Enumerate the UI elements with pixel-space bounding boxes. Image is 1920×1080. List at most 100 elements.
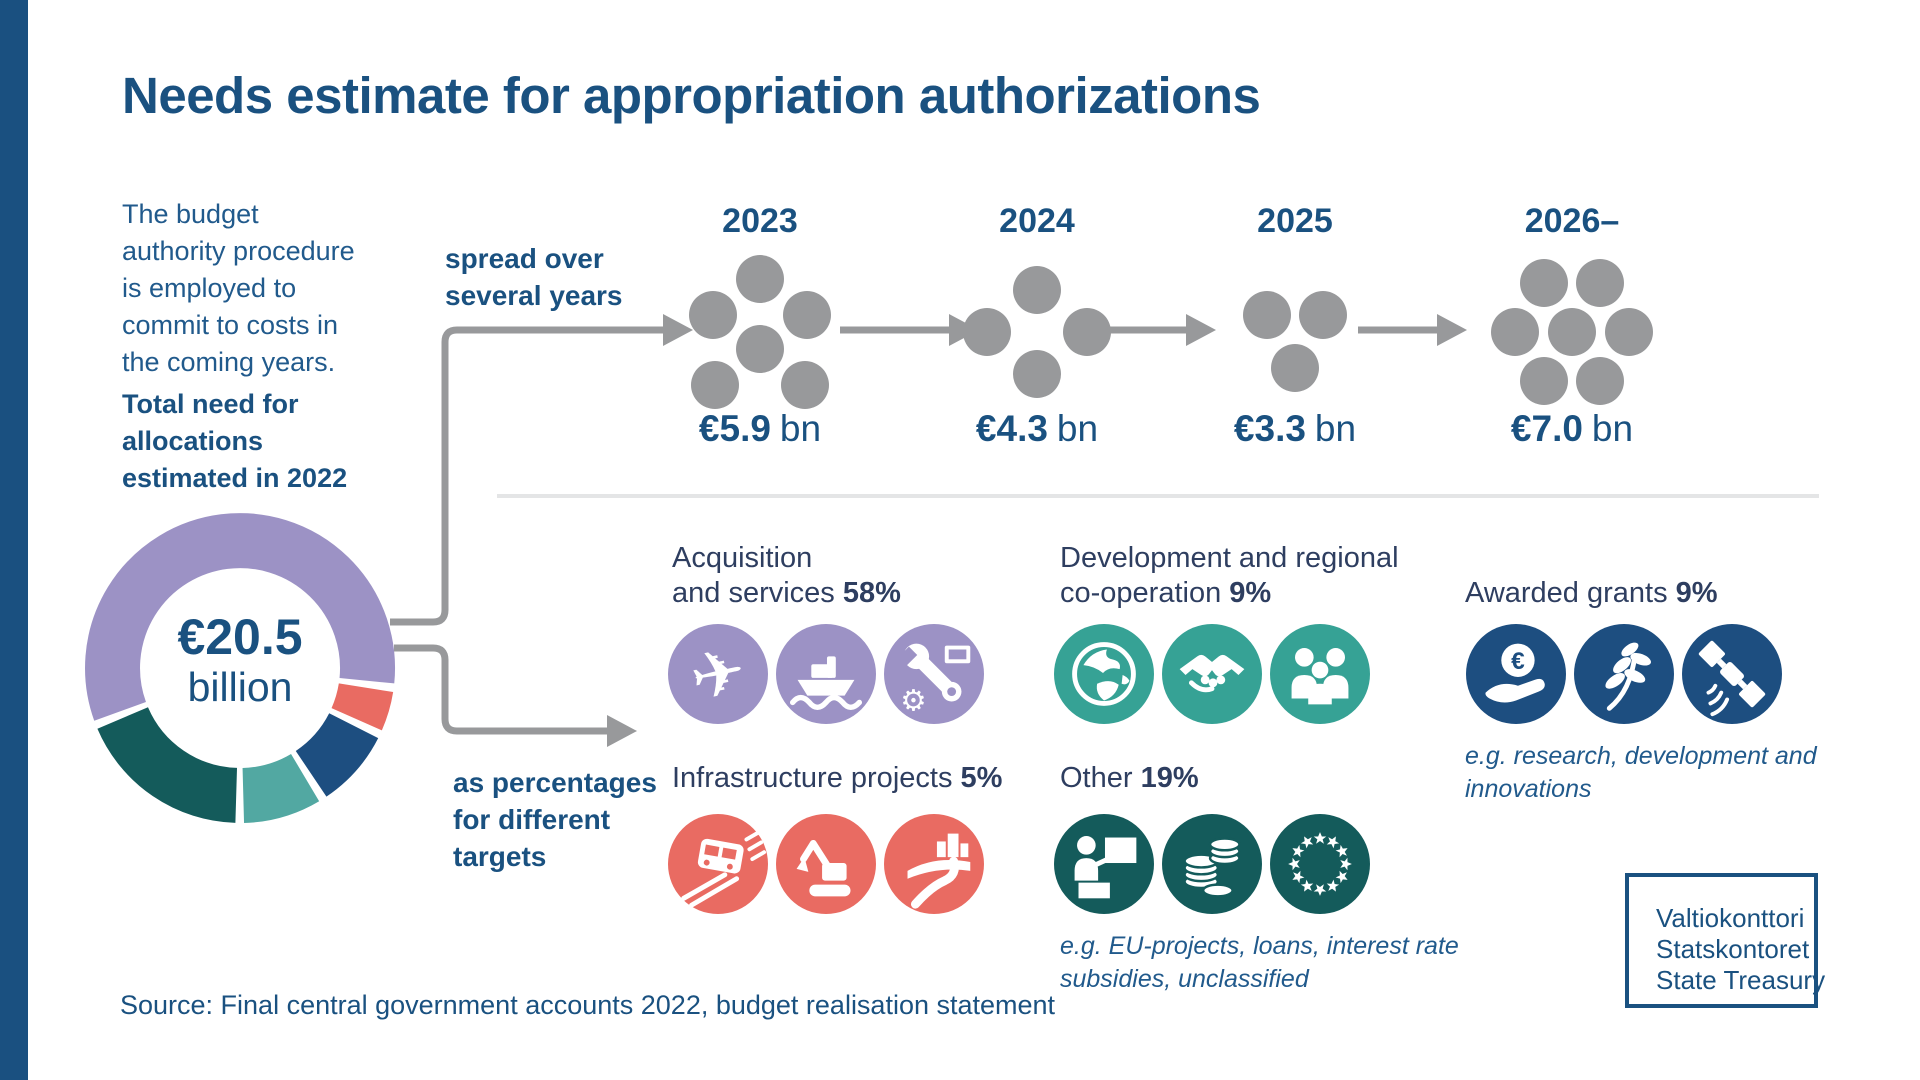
category-title-line: Other [1060,762,1133,794]
globe-icon [1054,624,1154,724]
category-title-line: Development and regional [1060,542,1399,574]
donut-total-unit: billion [187,664,293,710]
eu-stars-icon [1270,814,1370,914]
satellite-icon [1682,624,1782,724]
connector-to-targets [394,644,611,735]
allocation-dot [1520,357,1568,405]
category-title-line: and services [672,577,835,609]
allocation-dot [1576,259,1624,307]
amount-unit: bn [1056,408,1099,449]
year-label-2024: 2024 [999,202,1075,240]
amount-2026: €7.0 bn [1511,408,1633,450]
allocation-dot [781,361,829,409]
category-percent: 58% [842,577,901,609]
allocation-dot [1063,308,1111,356]
donut-total-value: €20.5 [177,609,303,665]
as-percentages-label: as percentages for different targets [453,764,657,875]
allocation-dot [1013,266,1061,314]
category-percent: 9% [1675,577,1718,609]
category-infrastructure-title: Infrastructure projects 5% [672,761,1002,796]
other-note: e.g. EU-projects, loans, interest rate s… [1060,930,1459,996]
ship-icon [776,624,876,724]
train-icon [668,814,768,914]
amount-value: €5.9 [698,408,771,449]
source-note: Source: Final central government account… [120,990,1056,1020]
handshake-icon [1162,624,1262,724]
people-icon [1270,624,1370,724]
intro-paragraph: The budget authority procedure is employ… [122,196,355,381]
allocation-dot [689,291,737,339]
plant-icon [1574,624,1674,724]
donut-segment-1 [331,682,394,731]
intro-line: The budget [122,199,259,229]
road-city-icon [884,814,984,914]
logo-line: Valtiokonttori [1656,903,1805,933]
tools-icon: ⚙ [884,624,984,724]
page-title: Needs estimate for appropriation authori… [122,67,1261,124]
left-accent-bar [0,0,28,1080]
targets-line: targets [453,841,547,872]
gear-glyph: ⚙ [900,683,926,717]
arrowhead-2025 [1186,314,1216,346]
allocation-dot [1548,308,1596,356]
targets-line: as percentages [453,767,657,798]
amount-2025: €3.3 bn [1234,408,1356,450]
intro-line: authority procedure [122,236,355,266]
spread-line: several years [445,280,623,311]
year-label-2025: 2025 [1257,202,1333,240]
euro-glyph: € [1511,648,1525,675]
intro-line: the coming years. [122,347,336,377]
state-treasury-logo: Valtiokonttori Statskontoret State Treas… [1625,873,1825,1008]
airplane-glyph: ✈ [684,633,753,718]
logo-line: Statskontoret [1656,934,1810,964]
amount-2024: €4.3 bn [976,408,1098,450]
arrowhead-targets [607,715,637,747]
spread-line: spread over [445,243,604,274]
total-need-line: Total need for [122,389,299,419]
coins-icon [1162,814,1262,914]
note-line: innovations [1465,775,1592,803]
year-label-2026: 2026– [1524,202,1620,240]
spread-over-label: spread over several years [445,240,623,314]
section-divider [497,494,1819,498]
excavator-icon [776,814,876,914]
category-percent: 9% [1229,577,1272,609]
amount-value: €7.0 [1510,408,1583,449]
hand-euro-icon: € [1466,624,1566,724]
amount-unit: bn [779,408,822,449]
category-title-line: Awarded grants [1465,577,1668,609]
note-line: subsidies, unclassified [1060,965,1309,993]
awarded-grants-note: e.g. research, development and innovatio… [1465,740,1817,806]
allocation-dot [736,255,784,303]
arrowhead-2026 [1437,314,1467,346]
allocation-dot [736,325,784,373]
allocation-dot [783,291,831,339]
category-awarded-grants-title: Awarded grants 9% [1465,576,1718,611]
total-need-line: estimated in 2022 [122,463,348,493]
category-title-line: co-operation [1060,577,1222,609]
airplane-icon: ✈ [668,624,768,724]
allocation-dot [1520,259,1568,307]
amount-unit: bn [1591,408,1634,449]
allocation-dot [1491,308,1539,356]
amount-2023: €5.9 bn [699,408,821,450]
amount-value: €3.3 [1233,408,1306,449]
category-acquisition-title: Acquisition and services 58% [672,541,901,611]
amount-value: €4.3 [975,408,1048,449]
donut-segment-4 [97,706,238,823]
allocation-dot [691,361,739,409]
logo-line: State Treasury [1656,965,1826,995]
total-need-line: allocations [122,426,264,456]
connector-to-years [390,326,667,626]
note-line: e.g. EU-projects, loans, interest rate [1060,932,1459,960]
note-line: e.g. research, development and [1465,742,1817,770]
allocation-dot-clusters [689,255,1653,409]
year-label-2023: 2023 [722,202,798,240]
intro-line: is employed to [122,273,297,303]
category-development-title: Development and regional co-operation 9% [1060,541,1399,611]
category-title-line: Acquisition [672,542,813,574]
amount-unit: bn [1314,408,1357,449]
total-need-label: Total need for allocations estimated in … [122,386,347,497]
donut-segment-3 [241,753,320,823]
